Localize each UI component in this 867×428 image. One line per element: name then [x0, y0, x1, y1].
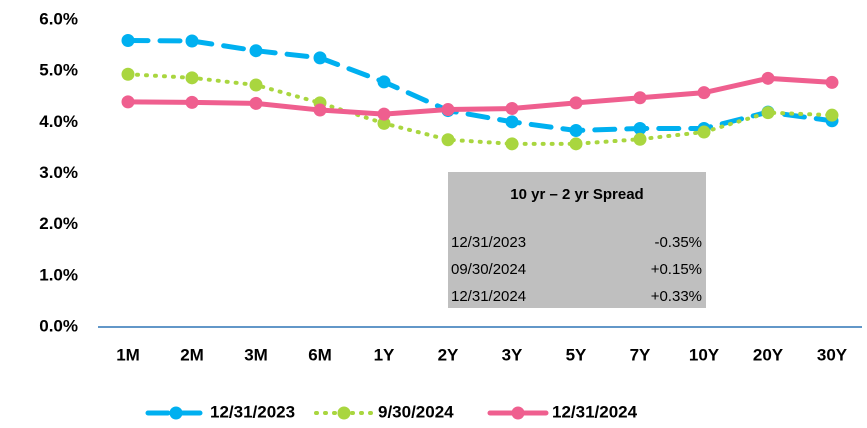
y-tick-label: 4.0%	[39, 112, 78, 131]
marker	[697, 125, 711, 139]
annotation-title: 10 yr – 2 yr Spread	[510, 186, 643, 203]
marker	[441, 133, 455, 147]
x-tick-label: 3Y	[502, 345, 523, 364]
marker	[121, 33, 135, 47]
marker	[121, 67, 135, 81]
marker	[505, 102, 519, 116]
legend-marker	[337, 406, 351, 420]
x-tick-label: 30Y	[817, 345, 848, 364]
marker	[249, 44, 263, 58]
marker	[761, 106, 775, 120]
marker	[569, 124, 583, 138]
legend-label: 12/31/2024	[552, 402, 638, 421]
series-line	[125, 75, 835, 117]
marker	[569, 96, 583, 110]
legend-marker	[511, 406, 525, 420]
marker	[441, 103, 455, 117]
annotation-box	[448, 172, 706, 308]
x-tick-label: 5Y	[566, 345, 587, 364]
y-tick-label: 5.0%	[39, 61, 78, 80]
annotation-value: -0.35%	[654, 234, 702, 251]
y-tick-label: 2.0%	[39, 214, 78, 233]
marker	[185, 95, 199, 109]
marker	[569, 137, 583, 151]
annotation-date: 12/31/2023	[451, 234, 526, 251]
x-tick-label: 3M	[244, 345, 268, 364]
marker	[313, 103, 327, 117]
y-tick-label: 0.0%	[39, 316, 78, 335]
y-tick-label: 1.0%	[39, 265, 78, 284]
annotation-date: 09/30/2024	[451, 261, 526, 278]
marker	[121, 95, 135, 109]
marker	[313, 51, 327, 65]
marker	[185, 71, 199, 85]
x-tick-label: 1Y	[374, 345, 395, 364]
marker	[825, 75, 839, 89]
marker	[249, 96, 263, 110]
x-tick-label: 6M	[308, 345, 332, 364]
legend-marker	[169, 406, 183, 420]
y-tick-label: 3.0%	[39, 163, 78, 182]
x-tick-label: 10Y	[689, 345, 720, 364]
x-tick-label: 1M	[116, 345, 140, 364]
marker	[825, 108, 839, 122]
marker	[633, 121, 647, 135]
marker	[377, 107, 391, 121]
legend-label: 9/30/2024	[378, 402, 454, 421]
marker	[249, 78, 263, 92]
x-tick-label: 20Y	[753, 345, 784, 364]
x-tick-label: 2M	[180, 345, 204, 364]
annotation-value: +0.33%	[651, 288, 702, 305]
marker	[377, 116, 391, 130]
annotation-date: 12/31/2024	[451, 288, 526, 305]
marker	[505, 115, 519, 129]
y-tick-label: 6.0%	[39, 9, 78, 28]
series-line	[125, 37, 835, 134]
marker	[377, 75, 391, 89]
marker	[505, 137, 519, 151]
series-line	[126, 72, 834, 146]
marker	[697, 86, 711, 100]
annotation-value: +0.15%	[651, 261, 702, 278]
marker	[761, 71, 775, 85]
x-tick-label: 7Y	[630, 345, 651, 364]
marker	[185, 34, 199, 48]
marker	[633, 132, 647, 146]
x-tick-label: 2Y	[438, 345, 459, 364]
marker	[633, 91, 647, 105]
legend-label: 12/31/2023	[210, 402, 295, 421]
